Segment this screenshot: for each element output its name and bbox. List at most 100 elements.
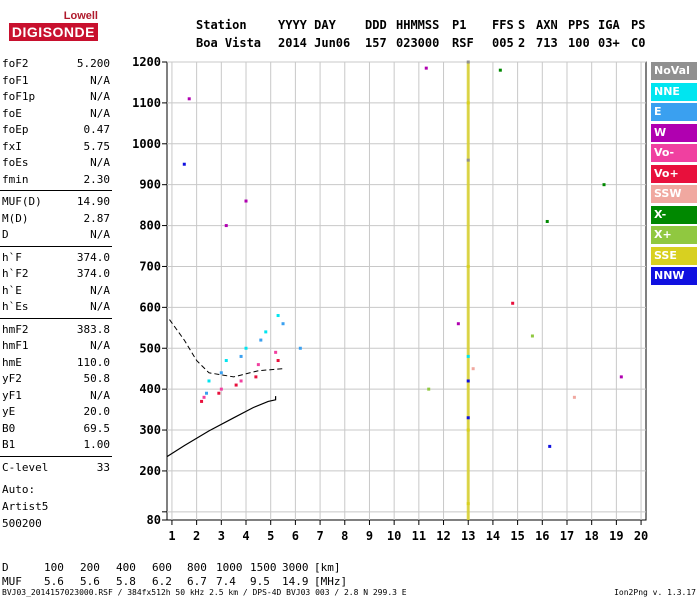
x-tick-label: 2 bbox=[193, 529, 200, 543]
data-point-x bbox=[545, 219, 549, 223]
x-tick-label: 16 bbox=[535, 529, 549, 543]
legend-item-noval: NoVal bbox=[651, 62, 697, 80]
muf-row-label: MUF bbox=[2, 575, 22, 588]
param-md: M(D) 2.87 bbox=[2, 212, 110, 226]
param-ye: yE 20.0 bbox=[2, 405, 110, 419]
muf-row-label: D bbox=[2, 561, 9, 574]
data-point-nne bbox=[224, 359, 228, 363]
y-tick-label: 900 bbox=[139, 178, 161, 192]
param-foe: foE N/A bbox=[2, 107, 110, 121]
legend-item-nne: NNE bbox=[651, 82, 697, 101]
param-key: yE bbox=[2, 405, 16, 418]
muf-cell: 14.9 bbox=[282, 575, 309, 588]
x-tick-label: 8 bbox=[341, 529, 348, 543]
param-key: h`Es bbox=[2, 300, 29, 313]
header-label: HHMMSS bbox=[396, 18, 440, 32]
header-value: 005 bbox=[492, 36, 514, 50]
auto-scaling-text: Auto: bbox=[2, 483, 36, 496]
x-tick-label: 3 bbox=[218, 529, 225, 543]
param-value: 374.0 bbox=[76, 267, 110, 280]
x-tick-label: 19 bbox=[609, 529, 623, 543]
data-point-ssw bbox=[471, 367, 475, 371]
y-tick-label: 400 bbox=[139, 382, 161, 396]
data-point-noval bbox=[466, 60, 470, 64]
param-key: B1 bbox=[2, 438, 16, 451]
data-point-nnw bbox=[466, 379, 470, 383]
param-separator bbox=[0, 190, 112, 191]
y-tick-label: 1000 bbox=[132, 137, 161, 151]
param-hmf2: hmF2 383.8 bbox=[2, 323, 110, 337]
legend-item-ssw: SSW bbox=[651, 185, 697, 203]
data-point-nnw bbox=[182, 162, 186, 166]
data-point-vo bbox=[219, 387, 223, 391]
header-label: PS bbox=[631, 18, 646, 32]
param-value: 2.30 bbox=[83, 172, 111, 186]
param-value: 383.8 bbox=[76, 322, 110, 336]
header-value: 100 bbox=[568, 36, 590, 50]
data-point-sse bbox=[466, 101, 470, 105]
param-key: foF1p bbox=[2, 90, 36, 103]
param-clevel: C-level 33 bbox=[2, 461, 110, 475]
header-value: 713 bbox=[536, 36, 558, 50]
logo-main-text: DIGISONDE bbox=[8, 23, 98, 41]
data-point-vo bbox=[276, 359, 280, 363]
param-key: hmF1 bbox=[2, 339, 29, 352]
param-value: 20.0 bbox=[83, 405, 111, 418]
param-yf2: yF2 50.8 bbox=[2, 372, 110, 386]
data-point-sse bbox=[466, 502, 470, 506]
param-key: foEs bbox=[2, 156, 29, 169]
param-value: N/A bbox=[90, 283, 110, 297]
header-value: 157 bbox=[365, 36, 387, 50]
header-value: RSF bbox=[452, 36, 474, 50]
header-label: S bbox=[518, 18, 526, 32]
data-point-nne bbox=[207, 379, 211, 383]
legend-item-e: E bbox=[651, 103, 697, 121]
data-point-vo bbox=[254, 375, 258, 379]
param-key: D bbox=[2, 228, 9, 241]
x-tick-label: 11 bbox=[412, 529, 426, 543]
auto-scaling-text: 500200 bbox=[2, 517, 42, 530]
param-key: foF2 bbox=[2, 57, 29, 70]
param-key: C-level bbox=[2, 460, 49, 474]
param-value: 33 bbox=[96, 460, 110, 474]
data-point-x bbox=[602, 183, 606, 187]
legend-item-vo: Vo- bbox=[651, 144, 697, 162]
data-point-noval bbox=[466, 158, 470, 162]
param-fof2: foF2 5.200 bbox=[2, 57, 110, 71]
data-point-x bbox=[427, 387, 431, 391]
y-tick-label: 1100 bbox=[132, 96, 161, 110]
header-value: 03+ bbox=[598, 36, 620, 50]
data-point-w bbox=[424, 66, 428, 70]
param-value: N/A bbox=[90, 90, 110, 103]
y-tick-label: 80 bbox=[147, 513, 161, 527]
data-point-x bbox=[530, 334, 534, 338]
y-tick-label: 1200 bbox=[132, 55, 161, 69]
muf-cell: 5.6 bbox=[44, 575, 64, 588]
data-point-w bbox=[456, 322, 460, 326]
data-point-e bbox=[219, 371, 223, 375]
data-point-e bbox=[239, 354, 243, 358]
param-hes: h`Es N/A bbox=[2, 300, 110, 314]
muf-cell: 100 bbox=[44, 561, 64, 574]
profile-curve bbox=[166, 396, 277, 458]
x-tick-label: 9 bbox=[366, 529, 373, 543]
muf-unit: [km] bbox=[314, 561, 341, 574]
muf-cell: 1500 bbox=[250, 561, 277, 574]
header-label: PPS bbox=[568, 18, 590, 32]
data-point-nnw bbox=[466, 416, 470, 420]
data-point-e bbox=[205, 391, 209, 395]
x-tick-label: 7 bbox=[316, 529, 323, 543]
x-tick-label: 6 bbox=[292, 529, 299, 543]
param-key: h`F bbox=[2, 250, 22, 264]
param-foep: foEp 0.47 bbox=[2, 123, 110, 137]
legend-item-nnw: NNW bbox=[651, 267, 697, 285]
param-b0: B0 69.5 bbox=[2, 422, 110, 436]
logo-top-text: Lowell bbox=[63, 10, 98, 22]
sse-band bbox=[466, 62, 470, 520]
param-key: yF2 bbox=[2, 372, 22, 385]
header-label: YYYY DAY bbox=[278, 18, 336, 32]
param-key: M(D) bbox=[2, 211, 29, 225]
muf-unit: [MHz] bbox=[314, 575, 348, 588]
param-separator bbox=[0, 317, 112, 319]
